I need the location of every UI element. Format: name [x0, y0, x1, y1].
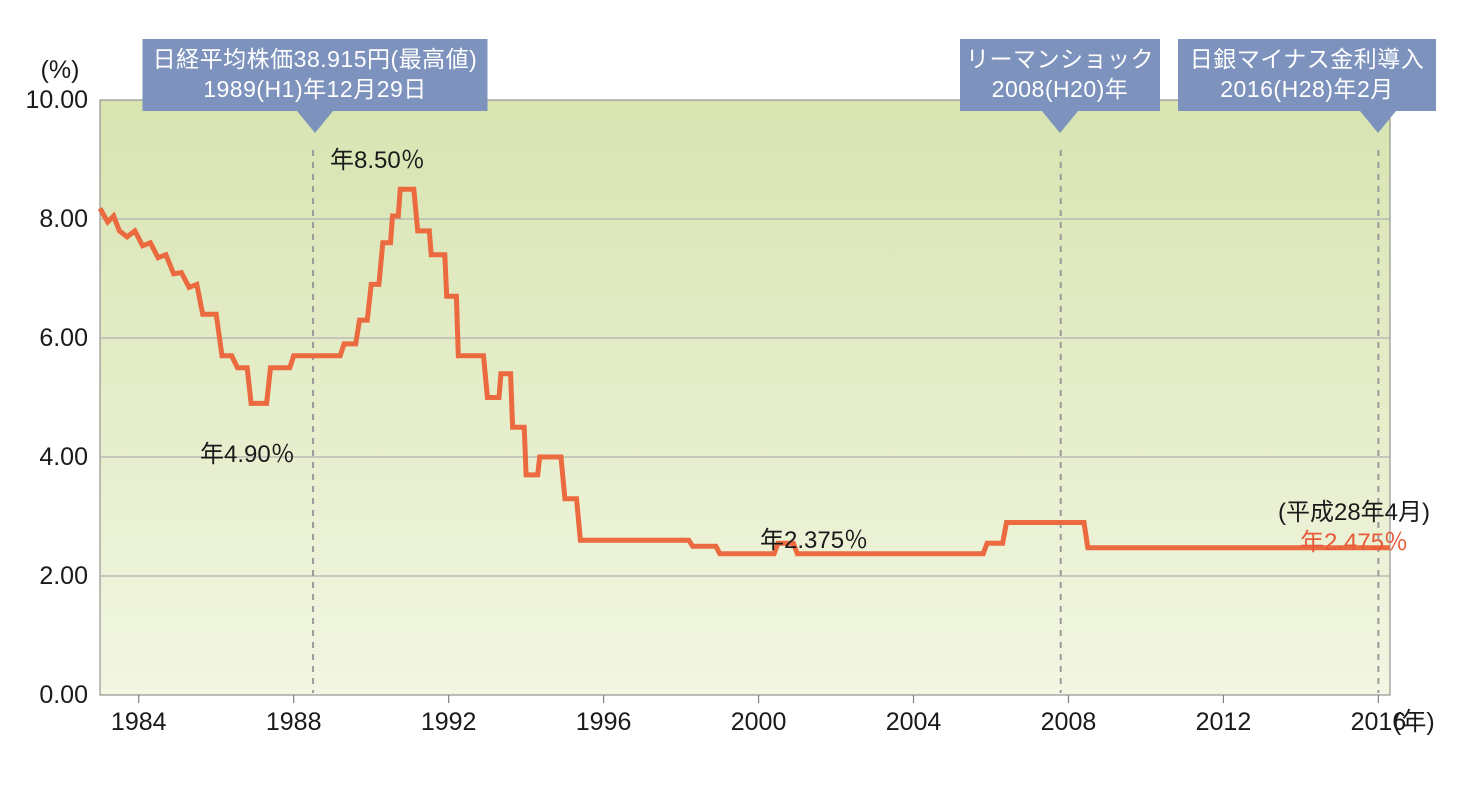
ytick-label: 8.00	[39, 205, 88, 233]
xtick-label: 1996	[576, 708, 632, 736]
ytick-label: 0.00	[39, 681, 88, 709]
data-point-label: 年2.475％	[1300, 529, 1408, 556]
callout-text: 2016(H28)年2月	[1220, 76, 1393, 102]
plot-background	[100, 100, 1390, 695]
xtick-label: 2008	[1041, 708, 1097, 736]
xtick-label: 1992	[421, 708, 477, 736]
callout-text: 2008(H20)年	[992, 76, 1129, 102]
xtick-label: 2004	[886, 708, 942, 736]
ytick-label: 2.00	[39, 562, 88, 590]
ytick-label: 4.00	[39, 443, 88, 471]
callout-text: 1989(H1)年12月29日	[203, 76, 427, 102]
callout-text: リーマンショック	[966, 46, 1154, 72]
data-point-label: 年8.50％	[330, 147, 425, 174]
ytick-label: 6.00	[39, 324, 88, 352]
xtick-label: 1988	[266, 708, 322, 736]
y-axis-unit: (%)	[41, 56, 80, 84]
data-point-label: 年4.90％	[200, 441, 295, 468]
xtick-label: 1984	[111, 708, 167, 736]
x-axis-unit: (年)	[1393, 708, 1435, 736]
interest-rate-chart: 0.00 2.00 4.00 6.00 8.00 10.00(%) 1984 1988 1992…	[0, 0, 1459, 786]
xtick-label: 2012	[1196, 708, 1252, 736]
xtick-label: 2000	[731, 708, 787, 736]
ytick-label: 10.00	[25, 86, 88, 114]
data-point-label: 年2.375％	[760, 527, 868, 554]
callout-text: 日経平均株価38.915円(最高値)	[153, 46, 478, 72]
data-point-label: (平成28年4月)	[1278, 499, 1430, 526]
callout-text: 日銀マイナス金利導入	[1190, 46, 1425, 72]
